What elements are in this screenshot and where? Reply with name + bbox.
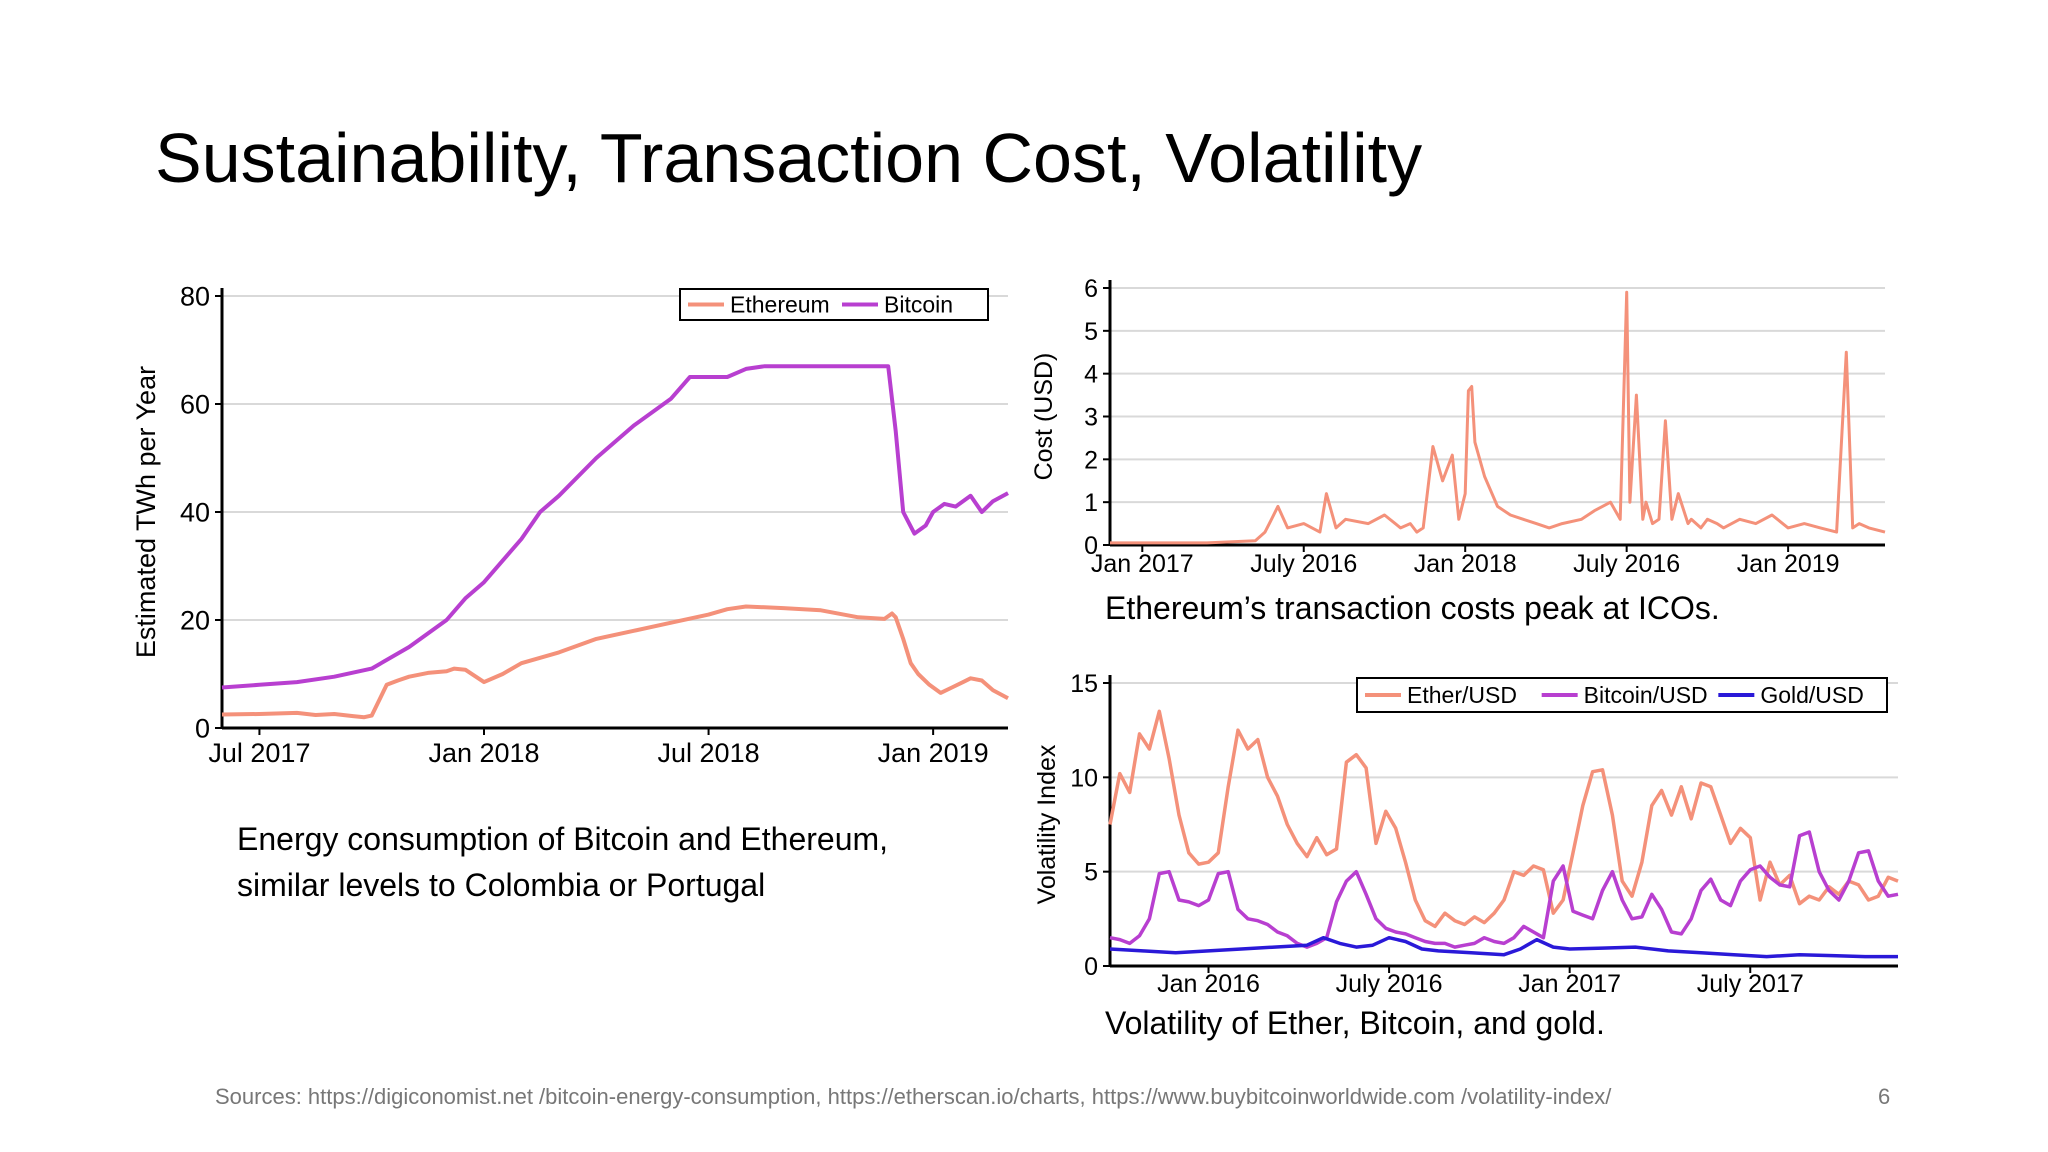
series-line-ethereum xyxy=(221,604,1009,720)
x-tick-label: Jul 2018 xyxy=(658,738,760,768)
y-tick-label: 4 xyxy=(1084,361,1098,389)
series-line-tx-cost xyxy=(1110,290,1886,545)
chart-panel-2: 0 5 10 15 Jan 2016 July 2016 Jan 2017 July 2017… xyxy=(1033,670,1899,998)
x-tick-label: Jan 2019 xyxy=(1737,550,1840,578)
y-tick-label: 0 xyxy=(1084,532,1098,560)
y-tick-label: 80 xyxy=(180,282,210,312)
y-tick-label: 0 xyxy=(1084,953,1098,981)
x-tick-label: Jan 2019 xyxy=(878,738,989,768)
x-tick-label: July 2017 xyxy=(1697,970,1804,998)
energy-caption: Energy consumption of Bitcoin and Ethere… xyxy=(237,821,889,903)
series-line-gold-usd xyxy=(1109,935,1898,959)
y-tick-label: 2 xyxy=(1084,446,1098,474)
x-tick-label: July 2016 xyxy=(1573,550,1680,578)
y-tick-label: 40 xyxy=(180,498,210,528)
slide-title: Sustainability, Transaction Cost, Volati… xyxy=(155,119,1423,197)
x-tick-label: July 2016 xyxy=(1250,550,1357,578)
chart-panel-0: 0 20 40 60 80 Jul 2017 Jan 2018 Jul 2018 Jan 201… xyxy=(131,282,1009,768)
legend-label: Gold/USD xyxy=(1760,682,1864,708)
page-number: 6 xyxy=(1878,1084,1891,1109)
y-tick-label: 5 xyxy=(1084,859,1098,887)
series-line-bitcoin xyxy=(221,364,1009,690)
y-axis-label: Volatility Index xyxy=(1033,744,1061,904)
y-axis-label: Cost (USD) xyxy=(1030,353,1058,481)
y-tick-label: 1 xyxy=(1084,489,1098,517)
legend-box xyxy=(1356,677,1888,713)
y-tick-label: 0 xyxy=(195,714,210,744)
y-tick-label: 10 xyxy=(1070,764,1098,792)
y-tick-label: 6 xyxy=(1084,275,1098,303)
series-line-ether-usd xyxy=(1108,709,1899,929)
chart-legend: Ether/USD Bitcoin/USD Gold/USD xyxy=(1356,677,1888,713)
y-axis-label: Estimated TWh per Year xyxy=(131,366,161,658)
x-tick-label: Jul 2017 xyxy=(208,738,310,768)
legend-label: Bitcoin xyxy=(884,292,953,318)
y-tick-label: 20 xyxy=(180,606,210,636)
y-tick-label: 60 xyxy=(180,390,210,420)
legend-label: Bitcoin/USD xyxy=(1584,682,1708,708)
series-line-bitcoin-usd xyxy=(1109,830,1899,949)
x-tick-label: July 2016 xyxy=(1336,970,1443,998)
chart-panel-1: 0 1 2 3 4 5 6 Jan 2017 July 2016 Jan 2018 July 201… xyxy=(1030,275,1886,578)
x-tick-label: Jan 2017 xyxy=(1518,970,1621,998)
volatility-caption: Volatility of Ether, Bitcoin, and gold. xyxy=(1105,1005,1605,1041)
sources-footnote: Sources: https://digiconomist.net /bitco… xyxy=(215,1084,1612,1109)
legend-box xyxy=(679,288,989,321)
x-tick-label: Jan 2016 xyxy=(1157,970,1260,998)
x-tick-label: Jan 2017 xyxy=(1091,550,1194,578)
x-tick-label: Jan 2018 xyxy=(1414,550,1517,578)
legend-label: Ethereum xyxy=(730,292,830,318)
x-tick-label: Jan 2018 xyxy=(428,738,539,768)
y-tick-label: 5 xyxy=(1084,318,1098,346)
chart-legend: Ethereum Bitcoin xyxy=(679,288,989,321)
y-tick-label: 15 xyxy=(1070,670,1098,698)
tx-cost-caption: Ethereum’s transaction costs peak at ICO… xyxy=(1105,590,1720,626)
y-tick-label: 3 xyxy=(1084,404,1098,432)
legend-label: Ether/USD xyxy=(1407,682,1517,708)
